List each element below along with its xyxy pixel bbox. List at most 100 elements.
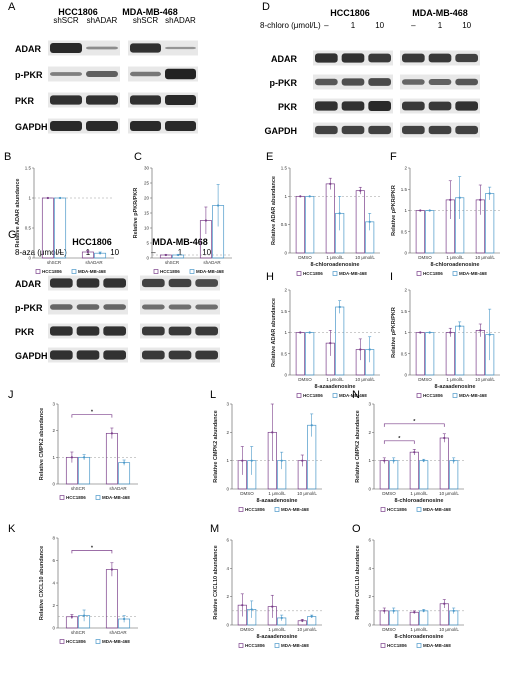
y-tick-label: 20: [144, 196, 150, 201]
chart-panel-n: N 0 1 2 3 Relative CMPK2 abundance DMSO 1 μmol/…: [352, 389, 464, 512]
blot-band: [76, 304, 100, 310]
bar-mda-mb-468: [118, 462, 131, 485]
data-point: [299, 195, 302, 198]
y-tick-label: 3: [226, 402, 229, 407]
lane-label: –: [324, 21, 329, 30]
bar-hcc1806: [439, 437, 449, 490]
y-tick-label: 0: [284, 373, 287, 378]
blot-band: [341, 101, 365, 111]
data-point: [488, 192, 491, 195]
y-tick-label: 0: [284, 251, 287, 256]
legend-label-mda-mb-468: MDA-MB-468: [281, 643, 309, 648]
bar-mda-mb-468: [485, 193, 495, 254]
blot-band: [50, 350, 73, 360]
y-tick-label: 0: [52, 482, 55, 487]
data-point: [428, 331, 431, 334]
data-point: [123, 617, 126, 621]
y-tick-label: 1.5: [401, 187, 408, 192]
data-point: [329, 182, 332, 185]
panel-letter: A: [8, 1, 16, 13]
cell-line-label: HCC1806: [330, 8, 370, 18]
y-tick-label: 1.5: [281, 166, 288, 171]
x-tick-label: 10 μmol/L: [355, 255, 375, 260]
cell-line-label: MDA-MB-468: [122, 7, 178, 17]
y-tick-label: 30: [144, 166, 150, 171]
y-tick-label: 0: [404, 251, 407, 256]
legend-swatch-hcc1806: [380, 643, 386, 648]
data-point: [308, 195, 311, 198]
x-tick-label: DMSO: [240, 491, 254, 496]
panel-letter: G: [8, 229, 17, 241]
x-tick-label: 1 μmol/L: [446, 255, 464, 260]
lane-label: 10: [110, 248, 119, 257]
blot-band: [315, 78, 338, 86]
y-axis-label: Relative pPKR/PKR: [133, 188, 139, 239]
x-axis-label: 8-chloroadenosine: [395, 634, 444, 640]
x-tick-label: shSCR: [71, 486, 86, 491]
blot-row-label: ADAR: [15, 44, 41, 54]
y-axis-label: Relative CXCL10 abundance: [213, 545, 219, 619]
blot-band: [142, 278, 165, 288]
legend-label-hcc1806: HCC1806: [387, 507, 407, 512]
y-tick-label: 0.5: [401, 229, 408, 234]
bar-mda-mb-468: [335, 306, 345, 376]
data-point: [359, 189, 362, 192]
legend-label-mda-mb-468: MDA-MB-468: [102, 495, 130, 500]
panel-letter: E: [266, 151, 273, 163]
blot-band: [76, 350, 100, 360]
blot-band: [76, 278, 100, 288]
legend-label-mda-mb-468: MDA-MB-468: [78, 269, 106, 274]
y-tick-label: 8: [52, 536, 55, 541]
x-tick-label: shSCR: [71, 630, 86, 635]
lane-label: shSCR: [53, 16, 79, 25]
blot-band: [168, 350, 192, 360]
data-point: [368, 348, 371, 351]
legend-label-hcc1806: HCC1806: [66, 639, 86, 644]
y-tick-label: 25: [144, 181, 150, 186]
legend-label-mda-mb-468: MDA-MB-468: [423, 507, 451, 512]
y-tick-label: 2: [284, 288, 287, 293]
data-point: [452, 609, 455, 612]
x-tick-label: DMSO: [298, 255, 312, 260]
blot-band: [455, 53, 478, 63]
panel-letter: I: [390, 271, 393, 283]
legend-label-mda-mb-468: MDA-MB-468: [459, 393, 487, 398]
blot-band: [368, 125, 391, 135]
blot-band: [315, 53, 338, 63]
data-point: [329, 342, 332, 345]
y-axis-label: Relative CXCL10 abundance: [355, 545, 361, 619]
data-point: [368, 220, 371, 223]
data-point: [449, 198, 452, 201]
blot-band: [368, 101, 391, 111]
bar-hcc1806: [105, 432, 118, 485]
y-tick-label: 1: [284, 330, 287, 335]
x-tick-label: 1 μmol/L: [268, 627, 286, 632]
bar-hcc1806: [355, 190, 365, 254]
legend-swatch-hcc1806: [380, 507, 386, 512]
x-axis-label: 8-chloroadenosine: [311, 262, 360, 268]
data-point: [443, 436, 446, 440]
x-axis-label: 8-azaadenosine: [257, 634, 298, 640]
y-tick-label: 2: [368, 594, 371, 599]
y-tick-label: 4: [368, 566, 371, 571]
chart-panel-l: L 0 1 2 3 Relative CMPK2 abundance DMSO 1 μmol/…: [210, 389, 322, 512]
bar-hcc1806: [415, 210, 425, 254]
y-tick-label: 1.5: [25, 166, 32, 171]
blot-band: [165, 46, 196, 50]
chart-panel-o: O 0 2 4 6 Relative CXCL10 abundance DMSO 1 μmol…: [352, 523, 464, 648]
panel-letter: L: [210, 389, 216, 401]
data-point: [449, 331, 452, 334]
y-tick-label: 0.5: [25, 226, 32, 231]
legend-label-hcc1806: HCC1806: [245, 507, 265, 512]
bar-hcc1806: [105, 569, 118, 629]
y-tick-label: 2: [226, 430, 229, 435]
blot-band: [130, 71, 161, 77]
data-point: [83, 456, 86, 459]
y-tick-label: 4: [226, 566, 229, 571]
y-tick-label: 2: [52, 603, 55, 608]
legend-label-mda-mb-468: MDA-MB-468: [459, 271, 487, 276]
x-axis-label: 8-chloroadenosine: [431, 262, 480, 268]
legend-swatch-hcc1806: [59, 639, 65, 644]
